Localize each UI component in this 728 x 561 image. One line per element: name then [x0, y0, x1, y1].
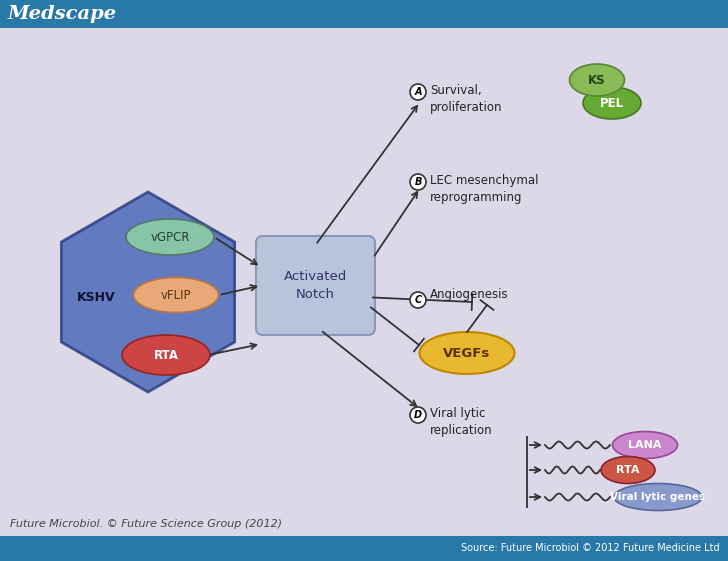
Text: Viral lytic
replication: Viral lytic replication	[430, 407, 493, 437]
Text: KS: KS	[588, 73, 606, 86]
Text: Source: Future Microbiol © 2012 Future Medicine Ltd: Source: Future Microbiol © 2012 Future M…	[462, 543, 720, 553]
Text: VEGFs: VEGFs	[443, 347, 491, 360]
Ellipse shape	[612, 431, 678, 458]
Circle shape	[410, 84, 426, 100]
Circle shape	[410, 174, 426, 190]
Text: LEC mesenchymal
reprogramming: LEC mesenchymal reprogramming	[430, 174, 539, 204]
Text: D: D	[414, 410, 422, 420]
Polygon shape	[61, 192, 234, 392]
FancyBboxPatch shape	[256, 236, 375, 335]
Ellipse shape	[583, 87, 641, 119]
Text: Viral lytic genes: Viral lytic genes	[611, 492, 705, 502]
Circle shape	[410, 407, 426, 423]
Text: A: A	[414, 87, 422, 97]
Ellipse shape	[133, 278, 218, 312]
Text: PEL: PEL	[600, 96, 624, 109]
Text: Medscape: Medscape	[8, 5, 117, 23]
Text: Angiogenesis: Angiogenesis	[430, 287, 509, 301]
Text: C: C	[414, 295, 422, 305]
Text: RTA: RTA	[154, 348, 178, 361]
Text: vFLIP: vFLIP	[161, 288, 191, 301]
Ellipse shape	[601, 457, 655, 484]
Text: KSHV: KSHV	[76, 291, 115, 304]
Text: vGPCR: vGPCR	[150, 231, 190, 243]
Text: Future Microbiol. © Future Science Group (2012): Future Microbiol. © Future Science Group…	[10, 519, 282, 529]
Circle shape	[410, 292, 426, 308]
Ellipse shape	[569, 64, 625, 96]
Text: RTA: RTA	[616, 465, 640, 475]
Bar	[0, 536, 728, 561]
Text: Activated
Notch: Activated Notch	[284, 270, 347, 301]
Text: B: B	[414, 177, 422, 187]
Ellipse shape	[126, 219, 214, 255]
Bar	[0, 0, 728, 28]
Text: Survival,
proliferation: Survival, proliferation	[430, 84, 502, 114]
Ellipse shape	[419, 332, 515, 374]
Ellipse shape	[614, 484, 702, 511]
Text: LANA: LANA	[628, 440, 662, 450]
Ellipse shape	[122, 335, 210, 375]
